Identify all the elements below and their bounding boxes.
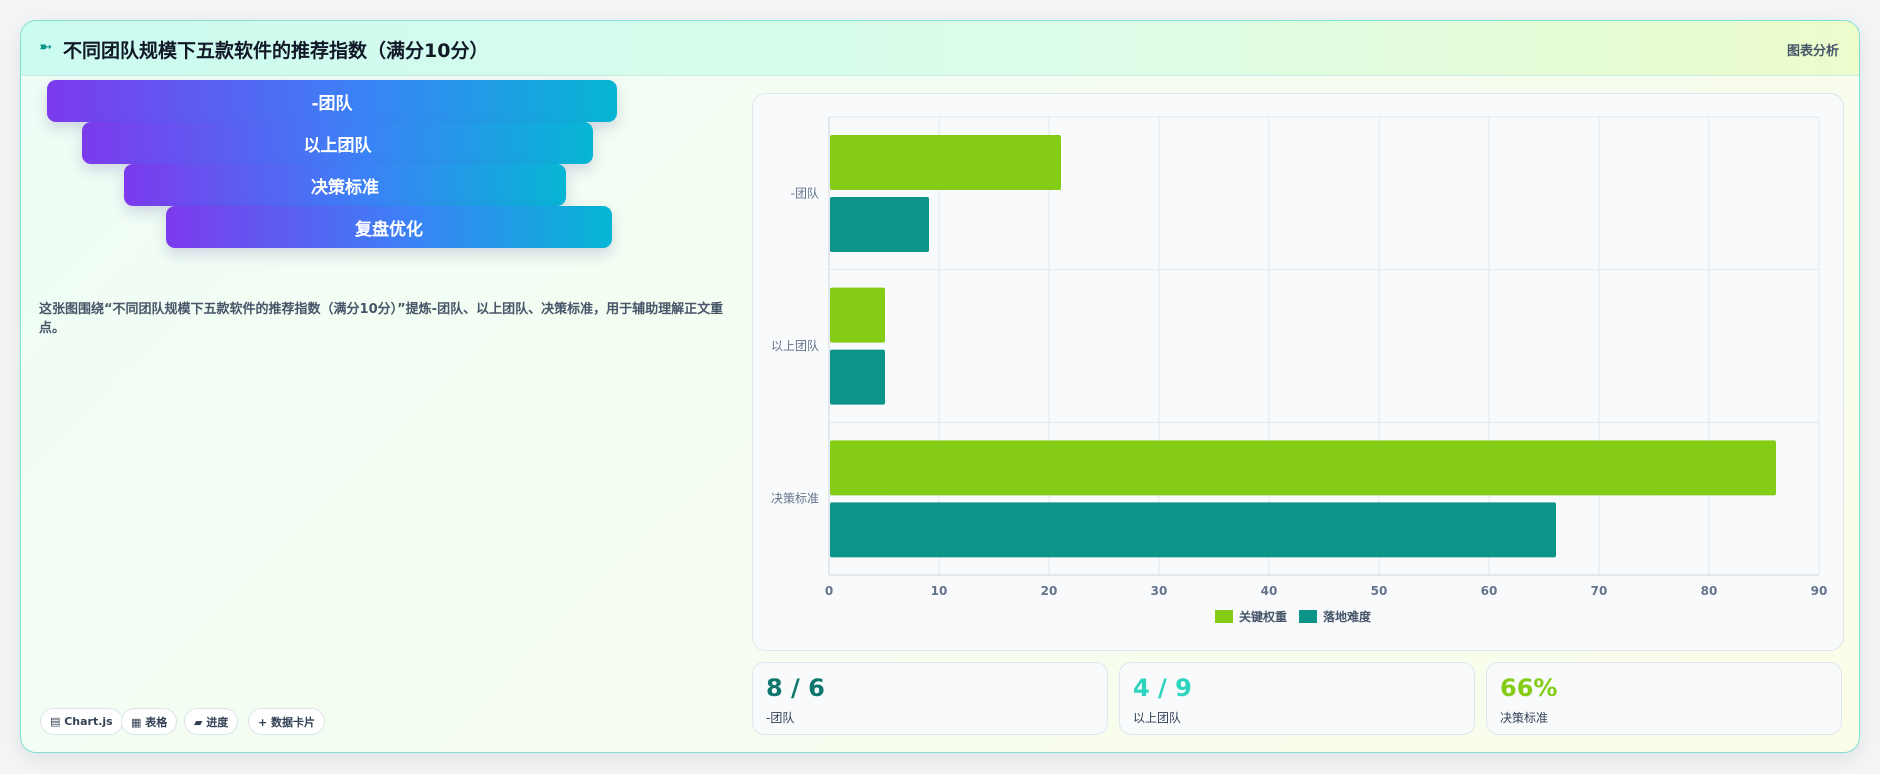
bar <box>830 135 1061 190</box>
bar <box>830 349 885 405</box>
y-tick-label: 以上团队 <box>771 338 819 353</box>
x-tick-label: 10 <box>931 584 948 598</box>
x-tick-label: 30 <box>1151 584 1168 598</box>
chip-table[interactable]: ▦ 表格 <box>121 708 178 735</box>
x-tick-label: 50 <box>1371 584 1388 598</box>
legend-label: 关键权重 <box>1239 609 1287 624</box>
x-tick-label: 0 <box>825 584 833 598</box>
stat-value: 8 / 6 <box>766 674 825 702</box>
chip-chartjs[interactable]: ▤ Chart.js <box>40 708 123 735</box>
chart-description: 这张图围绕“不同团队规模下五款软件的推荐指数（满分10分）”提炼-团队、以上团队… <box>39 302 724 336</box>
x-tick-label: 40 <box>1261 584 1278 598</box>
bar <box>830 440 1776 496</box>
stat-label: -团队 <box>766 711 795 725</box>
bar <box>830 502 1556 558</box>
funnel-step-4: 复盘优化 <box>166 206 612 248</box>
x-tick-label: 60 <box>1481 584 1498 598</box>
x-tick-label: 80 <box>1701 584 1718 598</box>
chip-progress[interactable]: ▰ 进度 <box>184 708 239 735</box>
chart-panel: 0 10 20 30 40 50 60 70 80 90 -团队以上团队决策标准关键权重 落地难度 <box>752 93 1844 651</box>
bar <box>830 197 929 252</box>
y-tick-label: -团队 <box>791 185 819 200</box>
legend-swatch <box>1299 610 1317 623</box>
chart-card: ➼ 不同团队规模下五款软件的推荐指数（满分10分） 图表分析 -团队 以上团队 … <box>20 20 1860 753</box>
funnel-step-2: 以上团队 <box>82 122 593 164</box>
stat-value: 4 / 9 <box>1133 674 1192 702</box>
x-tick-label: 70 <box>1591 584 1608 598</box>
bar <box>830 287 885 343</box>
legend-swatch <box>1215 610 1233 623</box>
spark-icon: ➼ <box>39 37 53 56</box>
page-title: 不同团队规模下五款软件的推荐指数（满分10分） <box>63 40 489 62</box>
stat-card-1: 8 / 6 -团队 <box>752 662 1108 735</box>
stat-card-2: 4 / 9 以上团队 <box>1119 662 1475 735</box>
stat-label: 决策标准 <box>1500 711 1549 725</box>
y-tick-label: 决策标准 <box>771 492 819 506</box>
legend-label: 落地难度 <box>1323 609 1372 624</box>
stat-card-3: 66% 决策标准 <box>1486 662 1842 735</box>
x-tick-label: 90 <box>1811 584 1828 598</box>
stat-label: 以上团队 <box>1133 711 1182 725</box>
funnel-step-3: 决策标准 <box>124 164 566 206</box>
funnel-step-1: -团队 <box>47 80 617 122</box>
x-tick-label: 20 <box>1041 584 1058 598</box>
chip-data-card[interactable]: + 数据卡片 <box>248 708 326 735</box>
chart-analysis-tag: 图表分析 <box>1786 44 1839 59</box>
card-header: ➼ 不同团队规模下五款软件的推荐指数（满分10分） 图表分析 <box>21 21 1859 76</box>
stat-value: 66% <box>1500 674 1558 702</box>
